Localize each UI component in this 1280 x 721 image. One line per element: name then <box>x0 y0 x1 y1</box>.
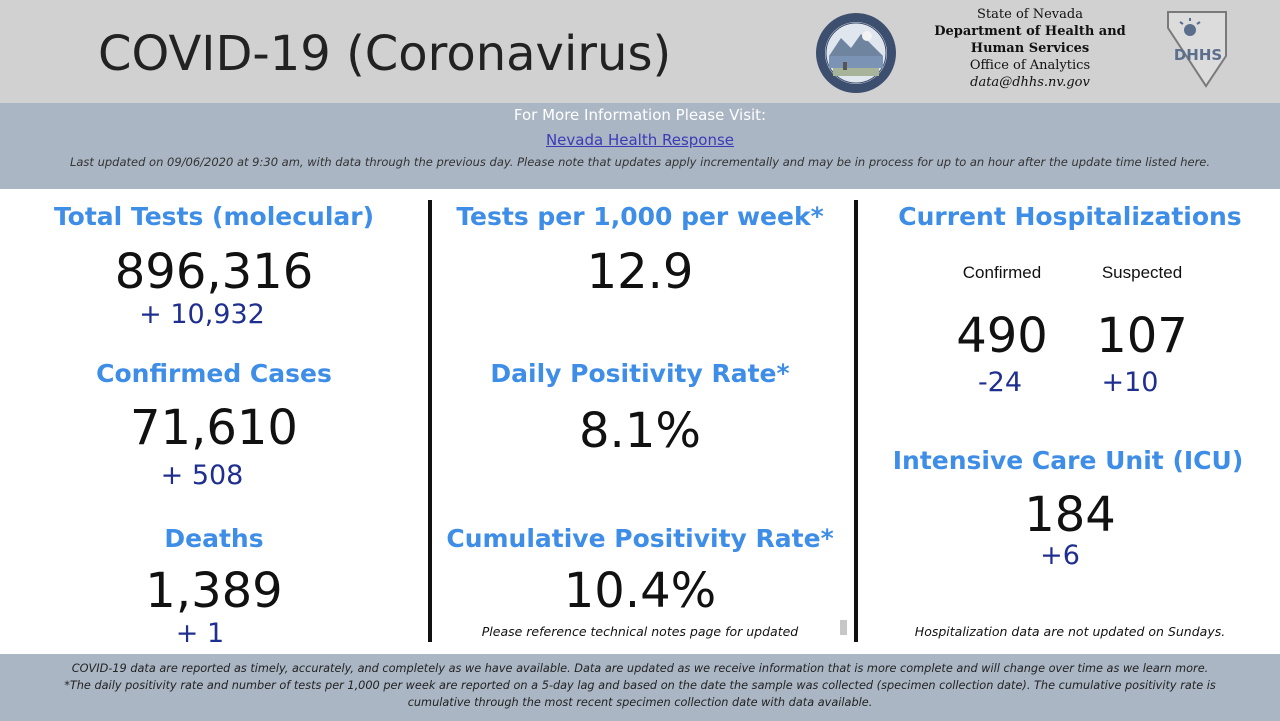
technical-notes-text: Please reference technical notes page fo… <box>481 624 799 639</box>
scrollbar[interactable] <box>840 620 847 635</box>
total-tests-title: Total Tests (molecular) <box>53 202 375 231</box>
confirmed-cases-value: 71,610 <box>130 400 298 456</box>
icu-delta: +6 <box>1040 540 1080 571</box>
department-info: State of Nevada Department of Health and… <box>930 6 1130 91</box>
footer-line-3: cumulative through the most recent speci… <box>407 696 873 709</box>
suspected-hospitalizations-value: 107 <box>1096 308 1188 364</box>
cumulative-positivity-title: Cumulative Positivity Rate* <box>446 524 834 553</box>
current-hospitalizations-title: Current Hospitalizations <box>898 202 1242 231</box>
dept-name-line1: Department of Health and <box>934 24 1126 39</box>
footer-line-2: *The daily positivity rate and number of… <box>64 679 1216 692</box>
header-bar: COVID-19 (Coronavirus) State of Nevada D… <box>0 0 1280 103</box>
daily-positivity-title: Daily Positivity Rate* <box>490 359 790 388</box>
confirmed-hospitalizations-delta: -24 <box>977 367 1023 398</box>
column-divider-2 <box>854 200 858 642</box>
total-tests-delta: + 10,932 <box>139 299 265 330</box>
deaths-value: 1,389 <box>145 563 283 619</box>
deaths-title: Deaths <box>164 524 264 553</box>
nevada-health-response-link[interactable]: Nevada Health Response <box>545 131 735 149</box>
confirmed-label: Confirmed <box>962 263 1042 282</box>
suspected-hospitalizations-delta: +10 <box>1101 367 1159 398</box>
deaths-delta: + 1 <box>175 618 225 649</box>
tests-per-1000-title: Tests per 1,000 per week* <box>456 202 824 231</box>
dept-email: data@dhhs.nv.gov <box>970 75 1090 90</box>
info-label: For More Information Please Visit: <box>513 106 767 124</box>
daily-positivity-value: 8.1% <box>579 403 701 459</box>
info-band: For More Information Please Visit: Nevad… <box>0 103 1280 189</box>
footer-disclaimer: COVID-19 data are reported as timely, ac… <box>0 654 1280 721</box>
tests-per-1000-value: 12.9 <box>586 244 694 300</box>
dept-name-line2: Human Services <box>970 41 1090 56</box>
confirmed-hospitalizations-value: 490 <box>956 308 1048 364</box>
total-tests-value: 896,316 <box>114 244 314 300</box>
svg-text:DHHS: DHHS <box>1174 46 1222 64</box>
cumulative-positivity-value: 10.4% <box>563 563 717 619</box>
last-updated-text: Last updated on 09/06/2020 at 9:30 am, w… <box>69 155 1211 169</box>
column-divider-1 <box>428 200 432 642</box>
confirmed-cases-title: Confirmed Cases <box>96 359 332 388</box>
footer-line-1: COVID-19 data are reported as timely, ac… <box>71 662 1209 675</box>
hospitalization-note: Hospitalization data are not updated on … <box>914 624 1226 639</box>
icu-title: Intensive Care Unit (ICU) <box>892 446 1244 475</box>
suspected-label: Suspected <box>1101 263 1183 282</box>
nevada-state-seal-icon <box>816 13 896 93</box>
dept-state: State of Nevada <box>977 7 1083 22</box>
dhhs-logo-icon: DHHS <box>1167 11 1227 88</box>
confirmed-cases-delta: + 508 <box>160 460 244 491</box>
page-title: COVID-19 (Coronavirus) <box>98 26 672 82</box>
icu-value: 184 <box>1024 487 1116 543</box>
dept-office: Office of Analytics <box>969 58 1091 73</box>
